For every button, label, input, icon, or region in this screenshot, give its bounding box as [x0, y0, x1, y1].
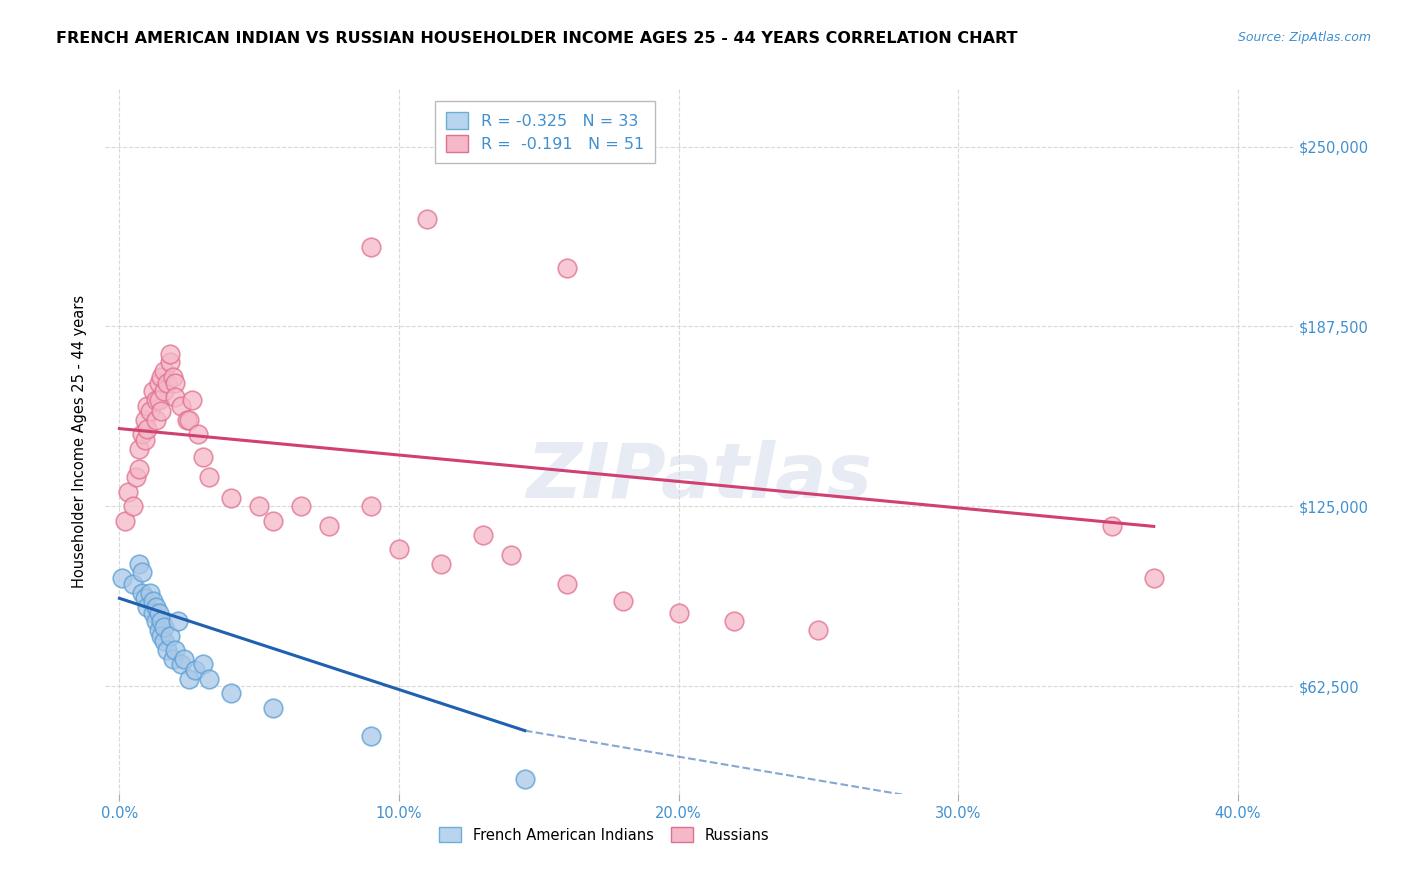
Point	[159, 347, 181, 361]
Point	[150, 404, 173, 418]
Point	[360, 730, 382, 744]
Point	[499, 548, 522, 562]
Point	[165, 376, 187, 390]
Point	[136, 399, 159, 413]
Point	[184, 663, 207, 677]
Point	[128, 462, 150, 476]
Point	[165, 643, 187, 657]
Point	[148, 623, 170, 637]
Point	[134, 413, 156, 427]
Point	[162, 369, 184, 384]
Point	[131, 427, 153, 442]
Y-axis label: Householder Income Ages 25 - 44 years: Householder Income Ages 25 - 44 years	[72, 295, 87, 588]
Point	[117, 484, 139, 499]
Point	[247, 500, 270, 514]
Point	[142, 594, 165, 608]
Point	[153, 384, 176, 399]
Text: Source: ZipAtlas.com: Source: ZipAtlas.com	[1237, 31, 1371, 45]
Point	[262, 514, 284, 528]
Point	[150, 369, 173, 384]
Point	[150, 615, 173, 629]
Point	[148, 376, 170, 390]
Point	[139, 585, 162, 599]
Point	[128, 442, 150, 456]
Point	[181, 392, 204, 407]
Point	[136, 599, 159, 614]
Point	[430, 557, 453, 571]
Point	[159, 355, 181, 369]
Point	[142, 606, 165, 620]
Point	[122, 577, 145, 591]
Point	[125, 470, 148, 484]
Point	[128, 557, 150, 571]
Point	[139, 404, 162, 418]
Point	[612, 594, 634, 608]
Point	[145, 413, 167, 427]
Point	[193, 657, 215, 672]
Point	[198, 672, 221, 686]
Point	[198, 470, 221, 484]
Point	[416, 211, 439, 226]
Point	[131, 585, 153, 599]
Point	[179, 672, 201, 686]
Point	[555, 260, 578, 275]
Point	[173, 651, 195, 665]
Point	[142, 384, 165, 399]
Text: FRENCH AMERICAN INDIAN VS RUSSIAN HOUSEHOLDER INCOME AGES 25 - 44 YEARS CORRELAT: FRENCH AMERICAN INDIAN VS RUSSIAN HOUSEH…	[56, 31, 1018, 46]
Point	[219, 686, 242, 700]
Point	[145, 392, 167, 407]
Point	[114, 514, 136, 528]
Point	[122, 500, 145, 514]
Point	[131, 566, 153, 580]
Point	[150, 629, 173, 643]
Point	[167, 615, 190, 629]
Point	[513, 772, 536, 787]
Point	[723, 615, 745, 629]
Point	[668, 606, 690, 620]
Point	[360, 240, 382, 254]
Point	[134, 433, 156, 447]
Point	[111, 571, 134, 585]
Point	[145, 599, 167, 614]
Point	[471, 528, 494, 542]
Point	[170, 399, 193, 413]
Point	[290, 500, 312, 514]
Point	[156, 643, 179, 657]
Point	[179, 413, 201, 427]
Legend: French American Indians, Russians: French American Indians, Russians	[432, 820, 776, 850]
Point	[165, 390, 187, 404]
Point	[159, 629, 181, 643]
Point	[134, 591, 156, 606]
Point	[148, 606, 170, 620]
Point	[148, 392, 170, 407]
Point	[360, 500, 382, 514]
Point	[153, 364, 176, 378]
Text: ZIPatlas: ZIPatlas	[526, 440, 873, 514]
Point	[136, 421, 159, 435]
Point	[318, 519, 340, 533]
Point	[153, 620, 176, 634]
Point	[555, 577, 578, 591]
Point	[170, 657, 193, 672]
Point	[162, 651, 184, 665]
Point	[807, 623, 830, 637]
Point	[1143, 571, 1166, 585]
Point	[1101, 519, 1123, 533]
Point	[156, 376, 179, 390]
Point	[176, 413, 198, 427]
Point	[262, 700, 284, 714]
Point	[193, 450, 215, 465]
Point	[153, 634, 176, 648]
Point	[388, 542, 411, 557]
Point	[145, 615, 167, 629]
Point	[187, 427, 209, 442]
Point	[219, 491, 242, 505]
